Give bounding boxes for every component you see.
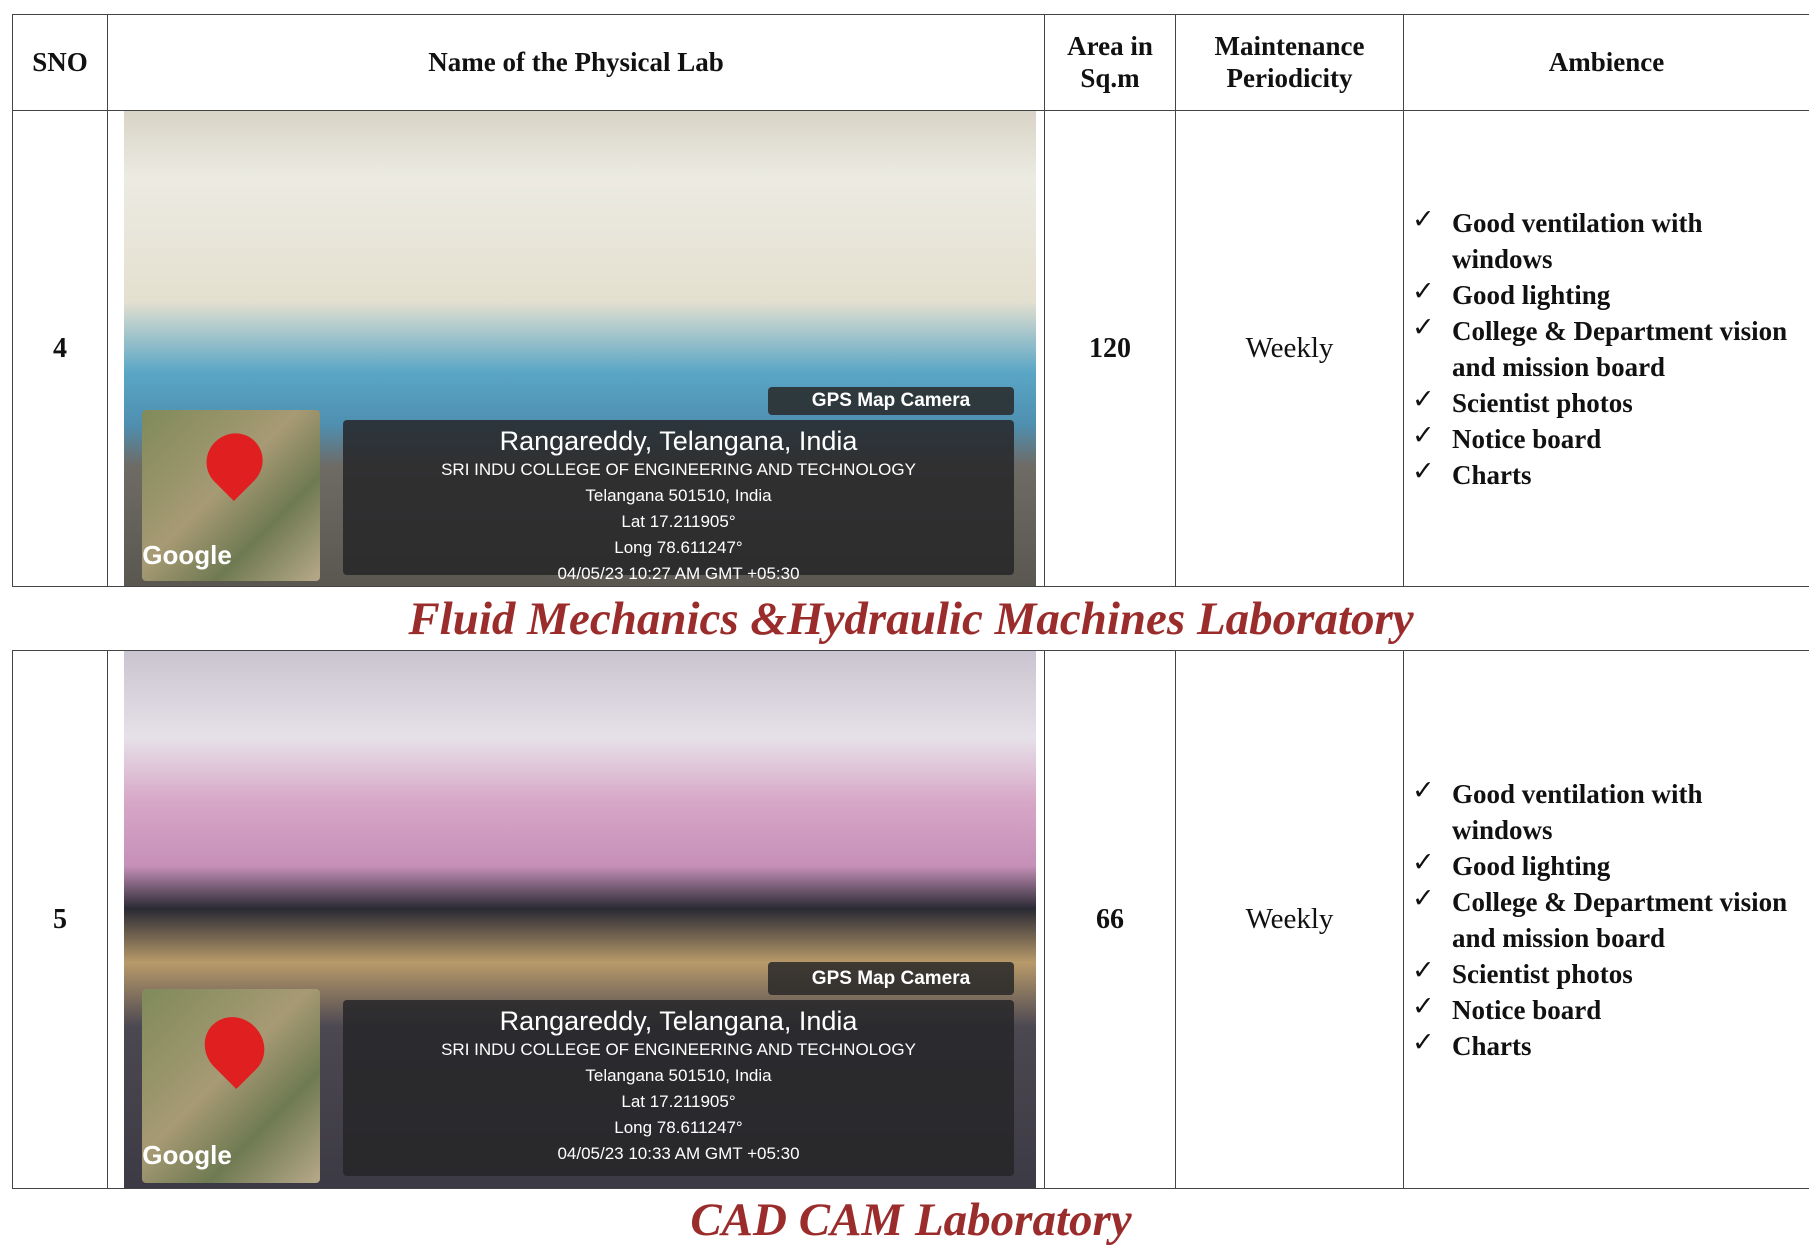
ambience-list: Good ventilation with windowsGood lighti… [1404, 201, 1809, 493]
gps-badge: GPS Map Camera [767, 962, 1015, 995]
lab-caption: Fluid Mechanics &Hydraulic Machines Labo… [12, 586, 1809, 651]
sno-cell: 5 [12, 650, 108, 1189]
gps-lat: Lat 17.211905° [621, 511, 736, 531]
map-label: Google [142, 540, 232, 570]
header-cell: Name of the Physical Lab [107, 14, 1045, 111]
header-cell: Area in Sq.m [1044, 14, 1176, 111]
map-pin [192, 1005, 277, 1090]
location: Rangareddy, Telangana, India [499, 425, 858, 456]
ambience-cell: Good ventilation with windowsGood lighti… [1403, 650, 1809, 1189]
map-label: Google [142, 1140, 232, 1171]
ambience-item: Good lighting [1412, 273, 1809, 313]
lab-caption: CAD CAM Laboratory [12, 1188, 1809, 1250]
gps-timestamp: 04/05/23 10:33 AM GMT +05:30 [557, 1144, 800, 1164]
lab-row: 5 Google GPS Map Camera Rangareddy, Telanga… [12, 650, 1809, 1189]
lab-row: 4 Google GPS Map Camera Rangareddy, Telanga… [12, 110, 1809, 587]
photo-cell: Google GPS Map Camera Rangareddy, Telangan… [107, 110, 1045, 587]
ambience-item: Good lighting [1412, 844, 1809, 884]
gps-address: Telangana 501510, India [585, 1066, 772, 1086]
ambience-item: Charts [1412, 453, 1809, 493]
lab-photo: Google GPS Map Camera Rangareddy, Telangan… [124, 111, 1036, 586]
labs-table: SNO Name of the Physical Lab Area in Sq.… [12, 14, 1809, 1250]
caption-row: CAD CAM Laboratory [12, 1188, 1809, 1250]
gps-college: SRI INDU COLLEGE OF ENGINEERING AND TECH… [441, 459, 916, 479]
gps-overlay: Rangareddy, Telangana, India SRI INDU COL… [342, 419, 1015, 583]
ambience-item: Good ventilation with windows [1412, 772, 1809, 848]
gps-college: SRI INDU COLLEGE OF ENGINEERING AND TECH… [441, 1040, 916, 1060]
gps-long: Long 78.611247° [614, 1118, 743, 1138]
header-cell: Ambience [1403, 14, 1809, 111]
header-cell: SNO [12, 14, 108, 111]
gps-lat: Lat 17.211905° [621, 1092, 736, 1112]
header-row: SNO Name of the Physical Lab Area in Sq.… [12, 14, 1809, 111]
maintenance-cell: Weekly [1175, 650, 1404, 1189]
caption-row: Fluid Mechanics &Hydraulic Machines Labo… [12, 586, 1809, 651]
ambience-item: College & Department vision and mission … [1412, 309, 1809, 385]
gps-overlay: Rangareddy, Telangana, India SRI INDU COL… [342, 1000, 1015, 1176]
table-body: SNO Name of the Physical Lab Area in Sq.… [12, 14, 1809, 1250]
gps-badge: GPS Map Camera [767, 386, 1015, 415]
ambience-item: Notice board [1412, 417, 1809, 457]
ambience-item: Charts [1412, 1024, 1809, 1064]
ambience-item: Notice board [1412, 988, 1809, 1028]
header-cell: Maintenance Periodicity [1175, 14, 1404, 111]
lab-photo: Google GPS Map Camera Rangareddy, Telangan… [124, 651, 1036, 1188]
location: Rangareddy, Telangana, India [499, 1006, 858, 1037]
area-cell: 66 [1044, 650, 1176, 1189]
gps-long: Long 78.611247° [614, 537, 743, 557]
ambience-item: College & Department vision and mission … [1412, 880, 1809, 956]
ambience-item: Good ventilation with windows [1412, 201, 1809, 277]
maintenance-cell: Weekly [1175, 110, 1404, 587]
gps-timestamp: 04/05/23 10:27 AM GMT +05:30 [557, 563, 800, 583]
ambience-cell: Good ventilation with windowsGood lighti… [1403, 110, 1809, 587]
ambience-list: Good ventilation with windowsGood lighti… [1404, 772, 1809, 1064]
sno-cell: 4 [12, 110, 108, 587]
gps-address: Telangana 501510, India [585, 485, 772, 505]
area-cell: 120 [1044, 110, 1176, 587]
photo-cell: Google GPS Map Camera Rangareddy, Telangan… [107, 650, 1045, 1189]
ambience-item: Scientist photos [1412, 381, 1809, 421]
map-thumbnail: Google [142, 410, 321, 582]
map-thumbnail: Google [142, 989, 321, 1183]
ambience-item: Scientist photos [1412, 952, 1809, 992]
map-pin [195, 422, 275, 502]
